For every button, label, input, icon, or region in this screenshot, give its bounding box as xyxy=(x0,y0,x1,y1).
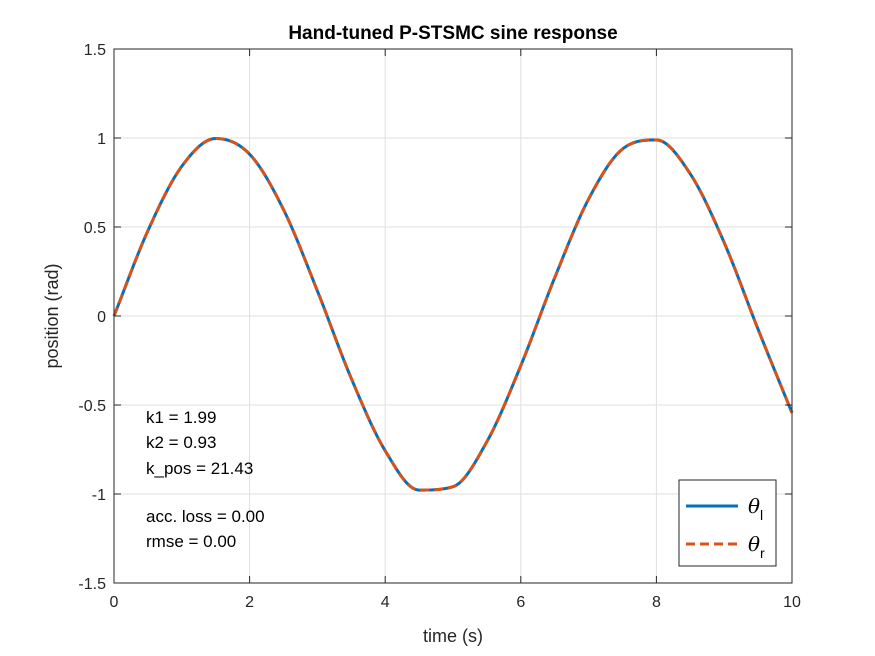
x-tick-label: 10 xyxy=(783,594,801,611)
x-tick-label: 2 xyxy=(245,594,254,611)
legend-subscript-theta-r: r xyxy=(760,545,765,561)
y-tick-label: 0.5 xyxy=(84,220,106,237)
y-tick-label: -0.5 xyxy=(78,398,106,415)
annotation-box: k1 = 1.99 k2 = 0.93 k_pos = 21.43 acc. l… xyxy=(146,408,265,551)
x-tick-label: 8 xyxy=(652,594,661,611)
x-axis-label: time (s) xyxy=(423,626,483,646)
x-tick-label: 0 xyxy=(110,594,119,611)
y-tick-label: 0 xyxy=(97,309,106,326)
legend-box xyxy=(678,479,777,567)
ticks xyxy=(113,48,793,584)
legend-label-theta-r: θr xyxy=(748,532,765,561)
y-tick-label: -1 xyxy=(92,487,106,504)
legend-symbol-theta-r: θ xyxy=(748,532,760,556)
annotation-acc-loss: acc. loss = 0.00 xyxy=(146,507,265,526)
chart-title: Hand-tuned P-STSMC sine response xyxy=(288,23,617,44)
series-line-theta-r xyxy=(112,137,794,492)
series-layer xyxy=(112,137,794,492)
y-tick-label: 1 xyxy=(97,131,106,148)
annotation-k2: k2 = 0.93 xyxy=(146,433,216,452)
y-tick-label: -1.5 xyxy=(78,576,106,593)
annotation-rmse: rmse = 0.00 xyxy=(146,532,236,551)
x-tick-label: 6 xyxy=(516,594,525,611)
legend-subscript-theta-l: l xyxy=(760,507,763,523)
legend: θl θr xyxy=(678,479,777,567)
legend-label-theta-l: θl xyxy=(748,494,763,523)
y-tick-label: 1.5 xyxy=(84,42,106,59)
y-axis-label: position (rad) xyxy=(42,263,62,368)
y-tick-labels: 1.5 1 0.5 0 -0.5 -1 -1.5 xyxy=(78,42,106,593)
annotation-kpos: k_pos = 21.43 xyxy=(146,459,253,478)
x-tick-labels: 0 2 4 6 8 10 xyxy=(110,594,801,611)
legend-symbol-theta-l: θ xyxy=(748,494,760,518)
x-tick-label: 4 xyxy=(381,594,390,611)
annotation-k1: k1 = 1.99 xyxy=(146,408,216,427)
